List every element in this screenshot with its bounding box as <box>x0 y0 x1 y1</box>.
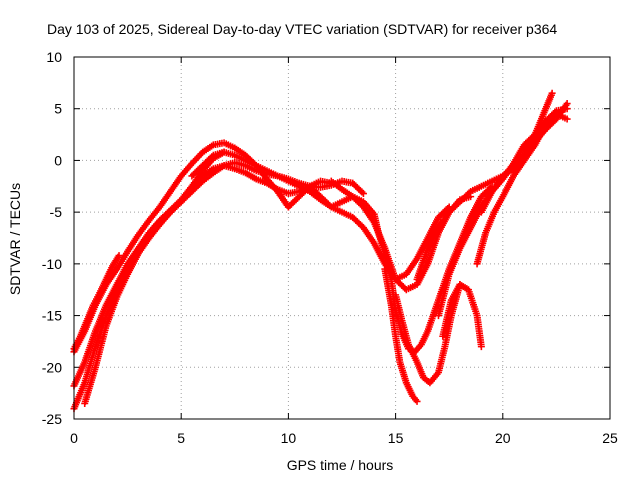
y-tick-label: 0 <box>54 152 62 168</box>
data-point-marker <box>551 108 559 116</box>
x-tick-label: 25 <box>602 430 618 446</box>
series-sat-10 <box>392 281 464 387</box>
data-point-marker <box>358 188 366 196</box>
x-axis-label: GPS time / hours <box>287 457 394 473</box>
y-tick-label: 5 <box>54 101 62 117</box>
y-tick-label: -5 <box>50 204 63 220</box>
series-sat-15 <box>477 105 571 216</box>
plot-frame <box>73 56 611 420</box>
grid-lines <box>74 57 610 419</box>
data-point-marker <box>563 115 571 123</box>
chart-title: Day 103 of 2025, Sidereal Day-to-day VTE… <box>47 21 557 37</box>
y-tick-label: -15 <box>42 308 62 324</box>
axis-ticks: 0 5 10 15 20 25 -25 -20 -15 -10 -5 0 5 10 <box>42 49 618 446</box>
data-point-marker <box>548 89 556 97</box>
data-point-marker <box>208 153 216 161</box>
y-tick-label: -25 <box>42 411 62 427</box>
data-point-marker <box>413 397 421 405</box>
data-points <box>70 89 571 413</box>
series-sat-12 <box>413 89 556 283</box>
x-tick-label: 20 <box>495 430 511 446</box>
data-point-marker <box>477 343 485 351</box>
y-tick-label: -20 <box>42 359 62 375</box>
x-tick-label: 5 <box>177 430 185 446</box>
x-tick-label: 0 <box>70 430 78 446</box>
series-sat-5 <box>81 148 228 407</box>
data-point-marker <box>115 252 123 260</box>
y-axis-label: SDTVAR / TECUs <box>7 183 23 295</box>
y-tick-label: -10 <box>42 256 62 272</box>
series-sat-9 <box>381 265 421 405</box>
x-tick-label: 10 <box>281 430 297 446</box>
data-point-marker <box>563 105 571 113</box>
y-tick-label: 10 <box>46 49 62 65</box>
series-sat-2 <box>70 252 123 353</box>
x-tick-label: 15 <box>388 430 404 446</box>
series-sat-6 <box>188 148 453 283</box>
series-sat-11 <box>439 281 485 351</box>
data-point-marker <box>465 189 473 197</box>
data-point-marker <box>359 190 367 198</box>
